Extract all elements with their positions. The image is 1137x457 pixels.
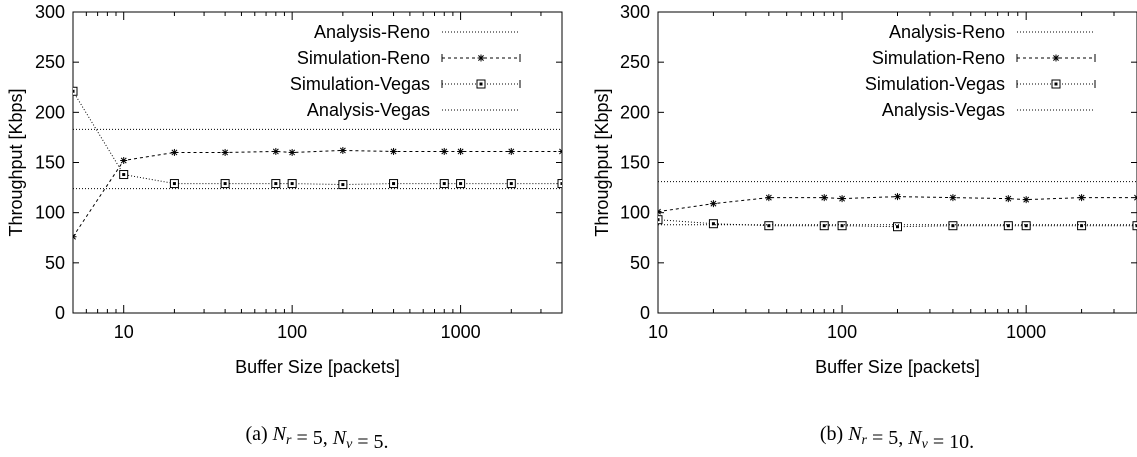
- plot-frame-a: [72, 11, 563, 314]
- x-tick-label-a-1: 100: [277, 322, 307, 342]
- data-point-simulation-vegas-a-8: [439, 179, 449, 189]
- data-point-simulation-reno-b-0: [658, 208, 662, 216]
- y-tick-label-a-6: 300: [35, 2, 65, 22]
- x-tick-label-b-2: 1000: [1006, 322, 1046, 342]
- data-point-simulation-vegas-b-8: [1021, 221, 1031, 231]
- y-tick-label-b-0: 0: [640, 303, 650, 323]
- data-point-simulation-reno-a-11: [558, 147, 562, 155]
- data-point-simulation-reno-a-1: [120, 156, 128, 164]
- legend-marker-simulation-reno-b: [1052, 54, 1060, 62]
- data-point-simulation-vegas-a-0: [73, 86, 78, 96]
- chart-panel-b: 0 50 100 150 200 250 300 10 100 1000 Buffer Size […: [592, 2, 1137, 453]
- data-point-simulation-reno-b-9: [1078, 194, 1086, 202]
- caption-b: (b) Nr = 5, Nv = 10.: [820, 423, 974, 453]
- data-point-simulation-reno-a-10: [507, 147, 515, 155]
- data-point-simulation-vegas-b-1: [708, 219, 718, 229]
- data-point-simulation-vegas-a-4: [271, 179, 281, 189]
- data-point-simulation-reno-a-7: [390, 147, 398, 155]
- x-tick-label-b-0: 10: [648, 322, 668, 342]
- data-point-simulation-vegas-a-2: [169, 179, 179, 189]
- legend-label-analysis-vegas-a: Analysis-Vegas: [307, 100, 430, 120]
- x-tick-label-a-0: 10: [114, 322, 134, 342]
- y-tick-label-a-5: 250: [35, 52, 65, 72]
- data-point-simulation-reno-a-6: [339, 146, 347, 154]
- data-point-simulation-reno-a-5: [288, 148, 296, 156]
- data-point-simulation-reno-a-4: [272, 147, 280, 155]
- data-point-simulation-reno-a-2: [170, 148, 178, 156]
- y-tick-label-b-6: 300: [620, 2, 650, 22]
- y-tick-label-a-2: 100: [35, 203, 65, 223]
- data-point-simulation-vegas-b-7: [1003, 221, 1013, 231]
- data-point-simulation-vegas-b-9: [1077, 221, 1087, 231]
- data-point-simulation-vegas-a-1: [119, 170, 129, 180]
- series-line-simulation-reno-a: [73, 149, 562, 238]
- y-tick-label-a-4: 200: [35, 102, 65, 122]
- data-point-simulation-reno-a-8: [440, 147, 448, 155]
- legend-marker-simulation-reno-a: [477, 54, 485, 62]
- data-point-simulation-reno-b-8: [1022, 196, 1030, 204]
- y-tick-label-b-4: 200: [620, 102, 650, 122]
- data-point-simulation-vegas-a-5: [287, 179, 297, 189]
- legend-marker-simulation-vegas-a: [476, 79, 486, 89]
- y-tick-label-b-3: 150: [620, 153, 650, 173]
- data-point-simulation-reno-a-3: [221, 148, 229, 156]
- data-point-simulation-vegas-a-3: [220, 179, 230, 189]
- legend-label-simulation-reno-a: Simulation-Reno: [297, 48, 430, 68]
- data-point-simulation-reno-b-4: [838, 195, 846, 203]
- caption-a: (a) Nr = 5, Nv = 5.: [245, 423, 388, 453]
- legend-label-analysis-vegas-b: Analysis-Vegas: [882, 100, 1005, 120]
- y-tick-label-a-3: 150: [35, 153, 65, 173]
- legend-label-simulation-vegas-b: Simulation-Vegas: [865, 74, 1005, 94]
- legend-label-simulation-vegas-a: Simulation-Vegas: [290, 74, 430, 94]
- data-point-simulation-vegas-a-6: [338, 180, 348, 190]
- data-point-simulation-vegas-a-7: [389, 179, 399, 189]
- y-axis-title-a: Throughput [Kbps]: [6, 88, 26, 236]
- legend-marker-simulation-vegas-b: [1051, 79, 1061, 89]
- plot-frame-b: [657, 11, 1137, 314]
- data-point-simulation-reno-a-0: [73, 233, 77, 241]
- data-point-simulation-vegas-b-6: [948, 221, 958, 231]
- data-point-simulation-reno-b-3: [820, 194, 828, 202]
- data-point-simulation-vegas-a-10: [506, 179, 516, 189]
- series-group-b: [658, 181, 1137, 232]
- data-point-simulation-reno-b-1: [709, 200, 717, 208]
- y-tick-label-b-5: 250: [620, 52, 650, 72]
- data-point-simulation-reno-b-7: [1004, 195, 1012, 203]
- data-point-simulation-reno-b-10: [1133, 194, 1137, 202]
- x-axis-title-b: Buffer Size [packets]: [815, 357, 980, 377]
- data-point-simulation-vegas-b-10: [1132, 221, 1137, 231]
- data-point-simulation-reno-b-2: [765, 194, 773, 202]
- legend-label-analysis-reno-b: Analysis-Reno: [889, 22, 1005, 42]
- x-axis-title-a: Buffer Size [packets]: [235, 357, 400, 377]
- data-point-simulation-reno-b-5: [894, 193, 901, 201]
- legend-label-simulation-reno-b: Simulation-Reno: [872, 48, 1005, 68]
- x-tick-label-a-2: 1000: [441, 322, 481, 342]
- data-point-simulation-vegas-b-4: [837, 221, 847, 231]
- data-point-simulation-vegas-b-5: [893, 222, 902, 232]
- data-point-simulation-vegas-b-2: [764, 221, 774, 231]
- series-group-a: [73, 86, 562, 241]
- data-point-simulation-reno-b-6: [949, 194, 957, 202]
- x-tick-label-b-1: 100: [827, 322, 857, 342]
- y-tick-label-a-0: 0: [55, 303, 65, 323]
- y-tick-label-b-2: 100: [620, 203, 650, 223]
- y-tick-label-b-1: 50: [630, 253, 650, 273]
- data-point-simulation-vegas-a-11: [557, 179, 562, 189]
- y-axis-title-b: Throughput [Kbps]: [592, 88, 612, 236]
- legend-label-analysis-reno-a: Analysis-Reno: [314, 22, 430, 42]
- y-tick-label-a-1: 50: [45, 253, 65, 273]
- data-point-simulation-reno-a-9: [457, 147, 465, 155]
- data-point-simulation-vegas-b-3: [819, 221, 829, 231]
- chart-panel-a: 0 50 100 150 200 250 300 10 100 1000 Buffer Size […: [6, 2, 563, 453]
- data-point-simulation-vegas-a-9: [456, 179, 466, 189]
- data-point-simulation-vegas-b-0: [658, 215, 663, 225]
